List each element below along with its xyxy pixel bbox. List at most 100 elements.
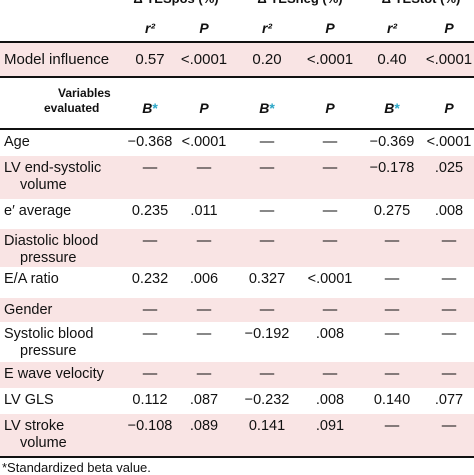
stat-header: r² — [386, 20, 398, 36]
table-cell: — — [384, 233, 400, 249]
table-cell: — — [441, 233, 457, 249]
table-cell: — — [441, 271, 457, 287]
model-influence-row: Model influence 0.57 <.0001 0.20 <.0001 0.40 <… — [0, 43, 474, 76]
row-label-line: Diastolic blood — [4, 233, 99, 249]
table-cell: — — [384, 271, 400, 287]
p-header: P — [444, 100, 454, 116]
table-cell: .008 — [434, 203, 464, 219]
row-label: Diastolic blood pressure — [4, 233, 98, 267]
table-row: Diastolic blood pressure — — — — — — — [0, 229, 474, 267]
stat-header: r² — [261, 20, 273, 36]
table-cell: — — [259, 366, 275, 382]
table-cell: <.0001 — [426, 134, 472, 150]
table-cell: — — [142, 326, 158, 342]
table-cell: <.0001 — [307, 271, 353, 287]
table-cell: −0.178 — [369, 160, 415, 176]
p-header: P — [199, 100, 209, 116]
group-header: Δ TEStot (%) — [382, 0, 461, 6]
row-label-line: E wave velocity — [4, 366, 104, 382]
table-cell: — — [259, 134, 275, 150]
row-label-line: pressure — [20, 250, 77, 266]
table-cell: .025 — [434, 160, 464, 176]
table-cell: — — [142, 160, 158, 176]
footnote-marker: * — [152, 100, 158, 116]
table-cell: — — [196, 366, 212, 382]
table-row: E/A ratio 0.232 .006 0.327 <.0001 — — — [0, 267, 474, 298]
table-cell: .077 — [434, 392, 464, 408]
row-label: Systolic blood pressure — [4, 326, 93, 360]
rule-line — [0, 456, 474, 458]
row-label: Age — [4, 134, 30, 151]
table-cell: −0.108 — [127, 418, 173, 434]
table-cell: — — [384, 302, 400, 318]
table-cell: .089 — [189, 418, 219, 434]
table-cell: .091 — [315, 418, 345, 434]
row-label-line: Systolic blood — [4, 326, 94, 342]
table-cell: .008 — [315, 392, 345, 408]
stat-header: P — [325, 20, 335, 36]
table-cell: −0.192 — [244, 326, 290, 342]
row-label-line: LV stroke — [4, 418, 65, 434]
table-row: E wave velocity — — — — — — — [0, 362, 474, 388]
table-cell: 0.275 — [373, 203, 411, 219]
table-cell: — — [196, 233, 212, 249]
table-cell: — — [322, 233, 338, 249]
table-cell: −0.368 — [127, 134, 173, 150]
stat-header: P — [444, 20, 454, 36]
table-cell: — — [384, 366, 400, 382]
footnote: *Standardized beta value. — [2, 460, 151, 475]
coef-header: B* — [259, 100, 275, 116]
table-cell: — — [322, 366, 338, 382]
row-label-line: volume — [20, 177, 67, 193]
table-row: LV stroke volume −0.108 .089 0.141 .091 — — — [0, 414, 474, 456]
coef-header: B* — [384, 100, 400, 116]
table-row: e′ average 0.235 .011 — — 0.275 .008 — [0, 199, 474, 229]
table-cell: .006 — [189, 271, 219, 287]
table-row: Systolic blood pressure — — −0.192 .008 — — — [0, 322, 474, 362]
coef-header: B* — [142, 100, 158, 116]
table-cell: — — [322, 203, 338, 219]
table-row: LV end-systolic volume — — — — −0.178 .025 — [0, 156, 474, 199]
group-header: Δ TESpos (%) — [133, 0, 218, 6]
variables-header: Variables — [58, 86, 111, 100]
row-label-line: E/A ratio — [4, 271, 59, 287]
row-label: E/A ratio — [4, 271, 59, 288]
row-label: LV GLS — [4, 392, 54, 409]
table-cell: .011 — [190, 203, 218, 219]
footnote-marker: * — [394, 100, 400, 116]
row-label: E wave velocity — [4, 366, 104, 383]
table-cell: — — [322, 302, 338, 318]
row-label-line: e′ average — [4, 203, 72, 219]
table-cell: — — [259, 203, 275, 219]
table-cell: — — [259, 302, 275, 318]
table-cell: 0.57 — [135, 51, 165, 68]
table-cell: — — [196, 302, 212, 318]
table-cell: — — [441, 302, 457, 318]
table-cell: <.0001 — [180, 51, 228, 68]
table-cell: 0.235 — [131, 203, 169, 219]
table-cell: .008 — [315, 326, 345, 342]
table-cell: — — [196, 160, 212, 176]
stat-header: r² — [144, 20, 156, 36]
stat-header: P — [199, 20, 209, 36]
variables-header: evaluated — [44, 101, 100, 115]
table-row: LV GLS 0.112 .087 −0.232 .008 0.140 .077 — [0, 388, 474, 414]
table-cell: 0.327 — [248, 271, 286, 287]
table-cell: 0.140 — [373, 392, 411, 408]
table-row: Age −0.368 <.0001 — — −0.369 <.0001 — [0, 130, 474, 156]
row-label-line: volume — [20, 435, 67, 451]
rule-line — [0, 41, 474, 43]
table-cell: — — [142, 302, 158, 318]
row-label: Gender — [4, 302, 52, 319]
table-cell: — — [259, 233, 275, 249]
table-cell: — — [441, 366, 457, 382]
table-cell: <.0001 — [306, 51, 354, 68]
table-cell: — — [259, 160, 275, 176]
table-cell: — — [142, 366, 158, 382]
table-cell: — — [142, 233, 158, 249]
table-cell: 0.40 — [377, 51, 407, 68]
row-label: Model influence — [4, 51, 110, 68]
table-cell: — — [322, 134, 338, 150]
table-cell: 0.20 — [252, 51, 282, 68]
